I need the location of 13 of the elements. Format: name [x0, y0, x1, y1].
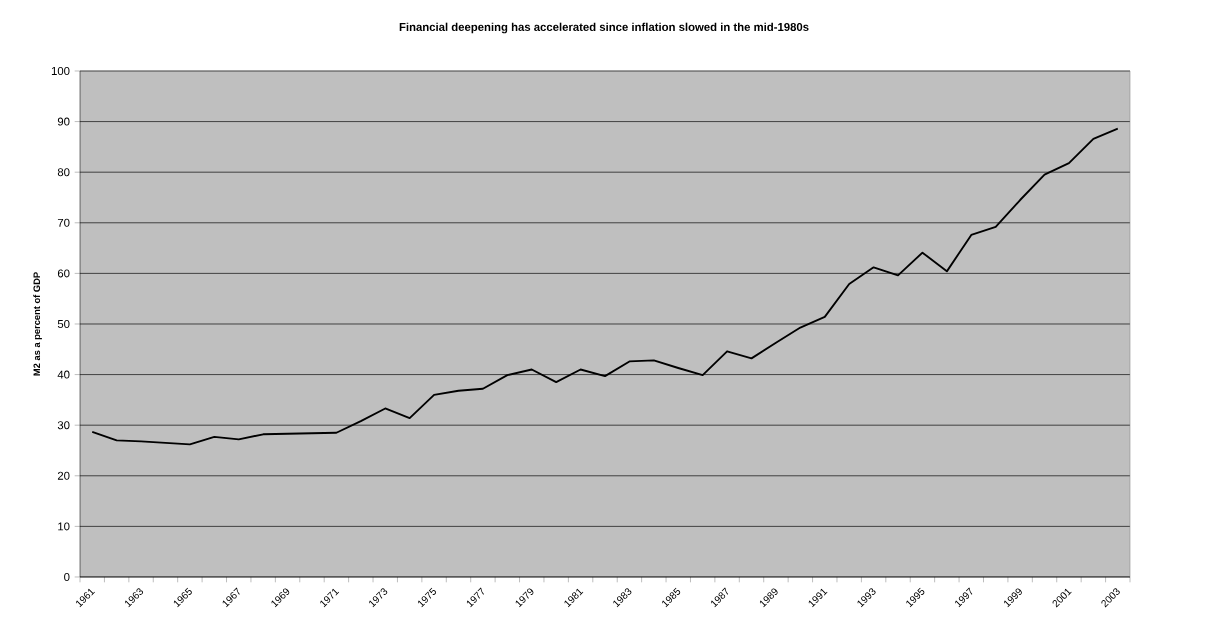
y-tick-label: 10: [58, 522, 70, 531]
y-tick-label: 100: [51, 66, 70, 75]
y-tick-label: 40: [57, 370, 70, 379]
y-axis-title: M2 as a percent of GDP: [33, 272, 42, 376]
chart-title: Financial deepening has accelerated since inflation slowed in the mid-1980s: [399, 22, 809, 34]
y-tick-label: 50: [57, 319, 70, 328]
y-tick-label: 20: [57, 471, 70, 480]
y-tick-label: 30: [57, 421, 70, 430]
y-tick-label: 80: [57, 168, 70, 177]
y-tick-label: 0: [64, 572, 70, 581]
y-tick-label: 60: [57, 269, 70, 278]
y-tick-label: 90: [57, 117, 70, 126]
y-tick-label: 70: [57, 218, 70, 227]
